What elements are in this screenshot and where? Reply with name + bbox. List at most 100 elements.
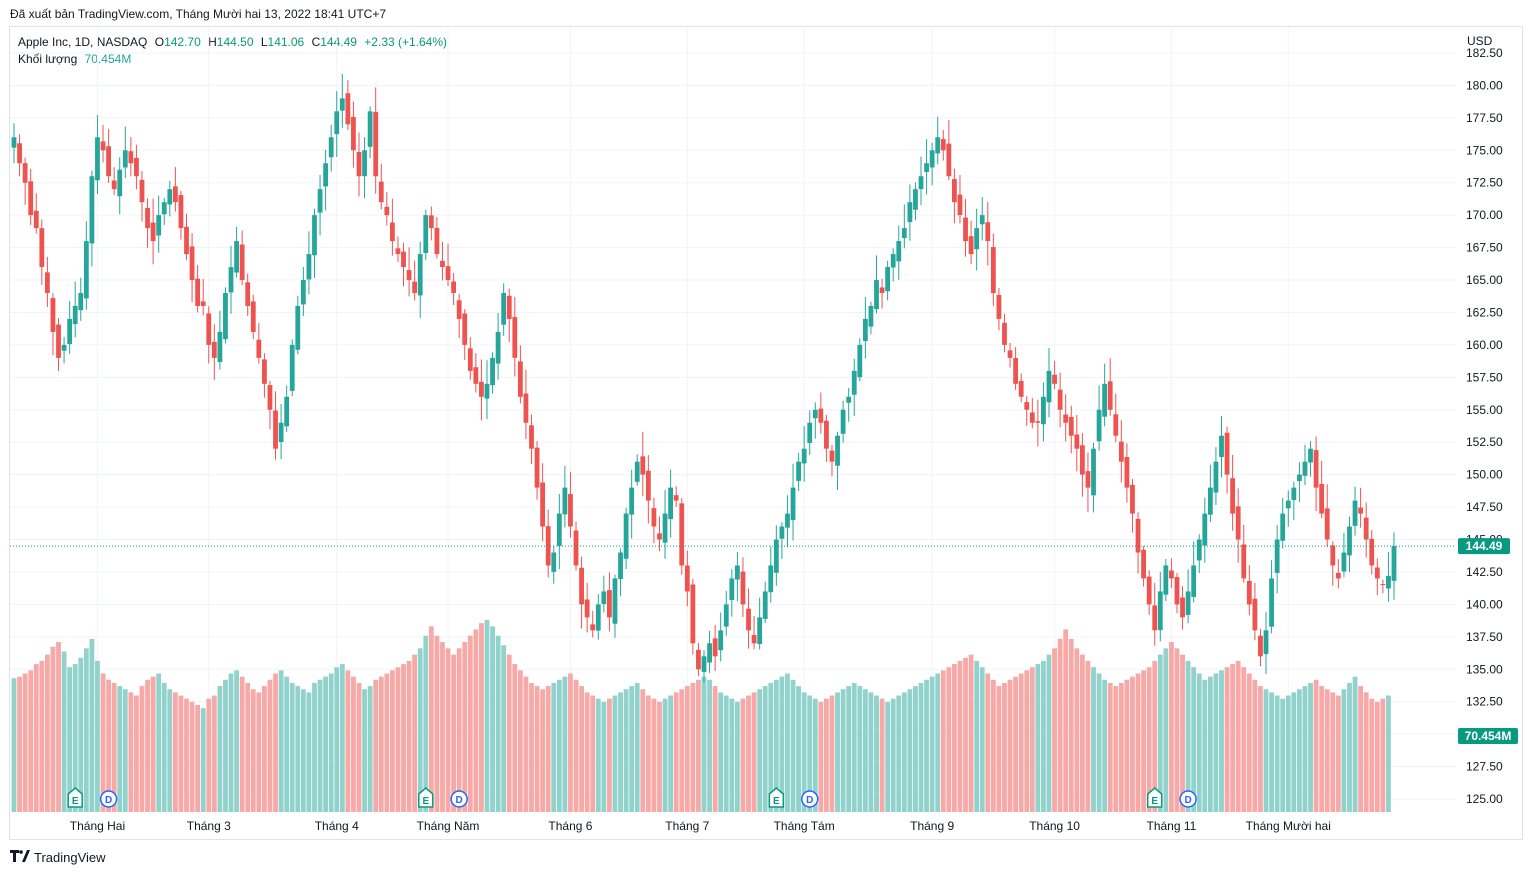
dividend-marker-label: D	[806, 795, 813, 806]
candle-body	[134, 157, 139, 177]
candle-body	[445, 266, 451, 281]
candle-body	[378, 181, 384, 203]
x-tick-label: Tháng 7	[665, 819, 709, 833]
volume-bar	[239, 676, 245, 812]
x-tick-label: Tháng 6	[548, 819, 592, 833]
volume-bar	[757, 689, 763, 812]
volume-bar	[95, 660, 100, 812]
candle-body	[963, 217, 968, 242]
volume-bar	[234, 670, 239, 812]
volume-bar	[178, 695, 184, 812]
candle-body	[1330, 545, 1336, 566]
volume-bar	[651, 698, 657, 812]
candle-body	[306, 254, 312, 280]
candle-body	[935, 137, 941, 154]
volume-bar	[228, 673, 234, 812]
candle-body	[1269, 578, 1274, 627]
candle-body	[217, 331, 223, 363]
volume-bar	[540, 689, 546, 812]
legend-low: L141.06	[261, 35, 304, 49]
volume-bar	[356, 682, 362, 812]
candle-body	[262, 359, 267, 384]
candle-body	[1374, 567, 1380, 579]
legend-ohlc: Apple Inc, 1D, NASDAQ O142.70 H144.50 L1…	[18, 35, 451, 49]
candle-body	[384, 206, 390, 216]
candle-body	[356, 151, 362, 177]
volume-bar	[323, 676, 329, 812]
candle-body	[796, 461, 801, 481]
candle-body	[72, 305, 78, 325]
candle-body	[590, 624, 596, 631]
candle-body	[1169, 570, 1174, 579]
volume-bar	[746, 695, 751, 812]
candle-body	[517, 361, 523, 397]
candle-body	[1386, 575, 1391, 589]
volume-bar	[607, 698, 612, 812]
volume-bar	[1052, 648, 1057, 812]
volume-bar	[1185, 660, 1191, 812]
volume-bar	[907, 689, 913, 812]
volume-bar	[473, 629, 479, 812]
candle-body	[996, 294, 1002, 319]
candle-body	[640, 456, 646, 475]
volume-bar	[1258, 686, 1263, 812]
legend-open: O142.70	[155, 35, 201, 49]
candle-body	[1046, 370, 1052, 403]
candle-body	[423, 215, 429, 254]
volume-bar	[128, 692, 134, 812]
candle-body	[885, 267, 891, 292]
volume-bar	[851, 682, 857, 812]
candle-body	[56, 324, 61, 358]
candle-body	[913, 189, 918, 210]
candle-body	[534, 447, 540, 488]
candle-body	[595, 604, 601, 631]
candle-body	[979, 215, 985, 225]
candle-body	[1068, 416, 1074, 436]
candle-body	[785, 513, 790, 528]
earnings-marker-label: E	[773, 796, 780, 807]
volume-bar	[952, 664, 957, 812]
volume-bar	[484, 620, 490, 812]
volume-bar	[1035, 664, 1041, 812]
candle-body	[1274, 539, 1280, 573]
candle-body	[273, 410, 278, 449]
legend-low-value: 141.06	[267, 35, 305, 49]
volume-bar	[217, 686, 223, 812]
volume-bar	[1319, 686, 1325, 812]
volume-bar	[67, 667, 73, 812]
volume-bar	[139, 686, 145, 812]
candle-body	[1219, 435, 1224, 457]
volume-bar	[284, 676, 290, 812]
candle-body	[1113, 414, 1119, 436]
candle-body	[1118, 441, 1124, 462]
volume-bar	[33, 664, 39, 812]
volume-bar	[451, 654, 456, 812]
volume-bar	[412, 654, 418, 812]
volume-bar	[289, 682, 295, 812]
volume-bar	[835, 692, 840, 812]
earnings-marker-label: E	[422, 796, 429, 807]
candle-body	[250, 301, 256, 332]
candle-body	[156, 215, 162, 236]
legend-symbol: Apple Inc, 1D, NASDAQ	[18, 35, 148, 49]
candle-body	[1180, 597, 1185, 618]
volume-bar	[1041, 660, 1046, 812]
volume-bar	[189, 701, 195, 812]
volume-bar	[1180, 654, 1185, 812]
volume-bar	[579, 686, 584, 812]
last-volume-tag	[1458, 728, 1518, 744]
candle-body	[1029, 412, 1035, 423]
candle-body	[601, 591, 607, 605]
candle-body	[39, 228, 45, 268]
volume-bar	[1135, 673, 1141, 812]
candle-body	[1002, 322, 1007, 345]
y-tick-label: 147.50	[1466, 500, 1503, 514]
volume-bar	[28, 670, 34, 812]
x-tick-label: Tháng 3	[187, 819, 231, 833]
legend-open-value: 142.70	[164, 35, 201, 49]
candle-body	[818, 408, 824, 423]
volume-bar	[1335, 695, 1341, 812]
volume-bar	[1246, 673, 1252, 812]
chart-frame	[9, 26, 1523, 840]
